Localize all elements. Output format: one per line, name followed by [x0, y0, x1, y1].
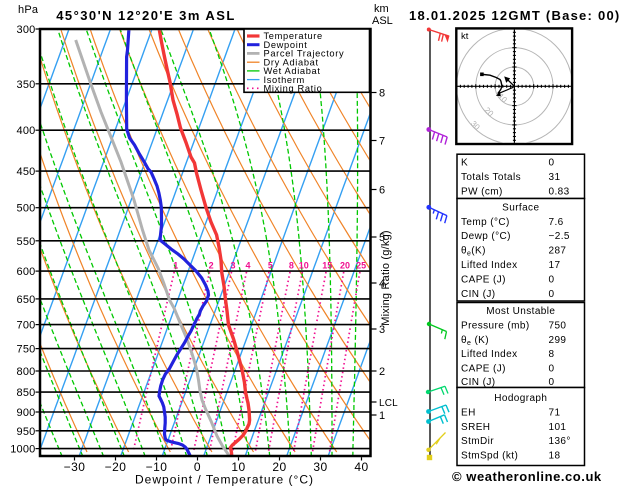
svg-text:650: 650 — [17, 294, 36, 306]
svg-text:3: 3 — [230, 260, 235, 270]
svg-text:CAPE (J): CAPE (J) — [461, 364, 506, 375]
svg-text:CAPE (J): CAPE (J) — [461, 274, 506, 285]
svg-text:45°30'N 12°20'E 3m ASL: 45°30'N 12°20'E 3m ASL — [56, 8, 236, 23]
svg-text:0: 0 — [549, 274, 555, 285]
svg-text:Pressure (mb): Pressure (mb) — [461, 320, 530, 331]
svg-text:5: 5 — [268, 260, 273, 270]
svg-text:550: 550 — [17, 236, 36, 248]
svg-text:1: 1 — [173, 260, 178, 270]
svg-text:40: 40 — [354, 460, 368, 474]
svg-text:SREH: SREH — [461, 422, 490, 433]
svg-text:18.01.2025 12GMT (Base: 00): 18.01.2025 12GMT (Base: 00) — [409, 8, 621, 23]
svg-text:Parcel Trajectory: Parcel Trajectory — [264, 49, 345, 59]
svg-text:Lifted Index: Lifted Index — [461, 260, 518, 271]
svg-text:K: K — [461, 158, 468, 169]
svg-text:136°: 136° — [549, 436, 571, 447]
svg-text:101: 101 — [549, 422, 567, 433]
svg-text:0: 0 — [549, 158, 555, 169]
svg-text:750: 750 — [549, 320, 567, 331]
svg-text:8: 8 — [549, 349, 555, 360]
svg-text:−10: −10 — [146, 460, 168, 474]
svg-text:Mixing Ratio: Mixing Ratio — [264, 84, 323, 94]
svg-text:850: 850 — [17, 387, 36, 399]
svg-text:© weatheronline.co.uk: © weatheronline.co.uk — [452, 469, 602, 484]
svg-text:6: 6 — [379, 185, 385, 197]
svg-text:500: 500 — [17, 203, 36, 215]
svg-text:350: 350 — [17, 79, 36, 91]
svg-text:3: 3 — [379, 324, 385, 336]
svg-text:ASL: ASL — [372, 15, 393, 27]
svg-text:hPa: hPa — [18, 4, 39, 16]
svg-text:950: 950 — [17, 426, 36, 438]
svg-text:θe (K): θe (K) — [461, 335, 489, 347]
svg-text:0: 0 — [549, 364, 555, 375]
svg-text:750: 750 — [17, 344, 36, 356]
svg-text:71: 71 — [549, 407, 561, 418]
svg-text:700: 700 — [17, 320, 36, 332]
svg-text:−2.5: −2.5 — [549, 231, 570, 242]
svg-text:2: 2 — [379, 366, 385, 378]
svg-text:Temp (°C): Temp (°C) — [461, 217, 510, 228]
svg-text:8: 8 — [289, 260, 294, 270]
svg-text:Wet Adiabat: Wet Adiabat — [264, 66, 321, 76]
svg-text:km: km — [374, 3, 389, 15]
svg-text:Lifted Index: Lifted Index — [461, 349, 518, 360]
svg-text:17: 17 — [549, 260, 561, 271]
svg-text:2: 2 — [209, 260, 214, 270]
svg-text:Dewpoint / Temperature (°C): Dewpoint / Temperature (°C) — [135, 473, 314, 487]
svg-text:10: 10 — [231, 460, 245, 474]
svg-text:Isotherm: Isotherm — [264, 75, 305, 85]
svg-text:−20: −20 — [105, 460, 127, 474]
svg-text:EH: EH — [461, 407, 476, 418]
svg-text:LCL: LCL — [379, 398, 398, 409]
svg-text:4: 4 — [245, 260, 250, 270]
svg-text:18: 18 — [549, 451, 561, 462]
svg-text:450: 450 — [17, 166, 36, 178]
svg-text:Surface: Surface — [502, 203, 539, 214]
svg-text:Most Unstable: Most Unstable — [486, 306, 555, 317]
svg-text:0: 0 — [549, 289, 555, 300]
svg-text:Temperature: Temperature — [264, 31, 323, 41]
svg-text:4: 4 — [379, 278, 385, 290]
svg-text:800: 800 — [17, 366, 36, 378]
svg-text:CIN (J): CIN (J) — [461, 289, 495, 300]
svg-text:900: 900 — [17, 407, 36, 419]
svg-text:0.83: 0.83 — [549, 187, 570, 198]
svg-text:1000: 1000 — [10, 444, 35, 456]
svg-text:20: 20 — [272, 460, 286, 474]
svg-text:kt: kt — [461, 31, 469, 42]
svg-text:400: 400 — [17, 125, 36, 137]
svg-text:Totals Totals: Totals Totals — [461, 172, 521, 183]
svg-text:Hodograph: Hodograph — [494, 393, 547, 404]
svg-text:8: 8 — [379, 88, 385, 100]
svg-text:20: 20 — [340, 260, 350, 270]
svg-text:299: 299 — [549, 335, 567, 346]
svg-text:CIN (J): CIN (J) — [461, 377, 495, 388]
svg-text:−30: −30 — [64, 460, 86, 474]
svg-text:StmSpd (kt): StmSpd (kt) — [461, 451, 518, 462]
svg-text:1: 1 — [379, 410, 385, 422]
svg-text:PW (cm): PW (cm) — [461, 187, 503, 198]
svg-text:10: 10 — [299, 260, 309, 270]
svg-text:Dry Adiabat: Dry Adiabat — [264, 57, 319, 67]
svg-text:5: 5 — [379, 232, 385, 244]
svg-text:Dewp (°C): Dewp (°C) — [461, 231, 511, 242]
svg-text:31: 31 — [549, 172, 561, 183]
svg-text:287: 287 — [549, 246, 567, 257]
svg-text:7.6: 7.6 — [549, 217, 564, 228]
svg-text:0: 0 — [194, 460, 201, 474]
svg-text:30: 30 — [313, 460, 327, 474]
svg-text:25: 25 — [356, 260, 366, 270]
svg-text:7: 7 — [379, 136, 385, 148]
svg-text:0: 0 — [549, 377, 555, 388]
svg-text:15: 15 — [322, 260, 332, 270]
svg-text:600: 600 — [17, 266, 36, 278]
svg-text:Mixing Ratio (g/kg): Mixing Ratio (g/kg) — [380, 230, 392, 326]
svg-text:θe(K): θe(K) — [461, 246, 486, 258]
svg-text:StmDir: StmDir — [461, 436, 494, 447]
svg-text:300: 300 — [17, 24, 36, 36]
svg-text:Dewpoint: Dewpoint — [264, 40, 308, 50]
